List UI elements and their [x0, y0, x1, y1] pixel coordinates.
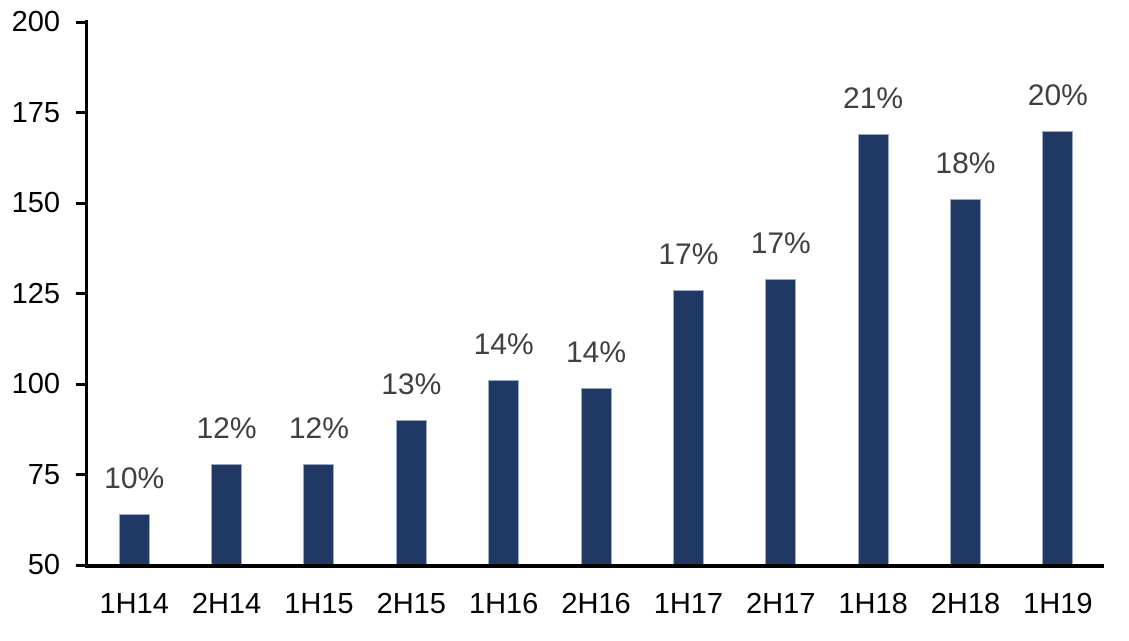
bar — [303, 463, 335, 567]
x-axis-category-label: 1H14 — [99, 588, 169, 620]
bar — [672, 289, 704, 567]
x-axis-category-label: 2H14 — [191, 588, 262, 620]
bar — [580, 387, 612, 567]
x-axis-category-label: 1H19 — [1023, 588, 1093, 620]
y-axis-line — [85, 20, 88, 567]
y-axis-tick-label: 125 — [11, 277, 60, 310]
y-axis-tick-label: 150 — [11, 187, 60, 219]
bar — [211, 463, 243, 567]
bar-value-label: 21% — [843, 82, 904, 116]
x-axis-category-label: 1H15 — [284, 588, 354, 620]
x-axis-category-label: 2H17 — [746, 588, 816, 620]
bar — [118, 514, 150, 567]
bar — [1042, 130, 1074, 567]
x-axis-category-label: 1H18 — [838, 588, 908, 620]
x-axis-category-label: 1H17 — [653, 588, 724, 620]
y-axis-tick-label: 200 — [11, 6, 60, 38]
y-axis-tick-label: 175 — [11, 96, 60, 129]
y-axis-tick-mark — [76, 563, 88, 567]
bar-value-label: 14% — [565, 335, 627, 369]
x-axis-category-label: 2H16 — [561, 588, 631, 620]
x-axis-category-label: 1H16 — [468, 588, 539, 620]
bar-value-label: 13% — [381, 368, 442, 402]
bar-value-label: 12% — [196, 411, 257, 445]
bar-value-label: 10% — [104, 462, 165, 496]
x-axis-category-label: 2H15 — [376, 588, 446, 620]
x-axis-line — [85, 564, 1104, 568]
y-axis-tick-mark — [76, 382, 88, 386]
y-axis-tick-label: 75 — [27, 458, 60, 491]
bar-value-label: 18% — [935, 147, 996, 181]
y-axis-tick-mark — [76, 111, 88, 114]
bar — [949, 199, 981, 567]
bar-value-label: 17% — [750, 227, 811, 261]
bar — [488, 380, 520, 567]
bar — [857, 134, 889, 567]
bar-value-label: 14% — [473, 328, 534, 362]
bar — [395, 420, 427, 567]
y-axis-tick-label: 100 — [11, 368, 60, 400]
y-axis-tick-mark — [76, 201, 88, 205]
bar-value-label: 17% — [658, 237, 719, 271]
y-axis-tick-mark — [76, 473, 88, 476]
bar-value-label: 20% — [1027, 78, 1088, 112]
y-axis-tick-mark — [76, 20, 88, 24]
bar-value-label: 12% — [288, 411, 349, 445]
x-axis-category-label: 2H18 — [930, 588, 1001, 620]
y-axis-tick-label: 50 — [27, 549, 60, 581]
bar — [765, 279, 797, 567]
y-axis-tick-mark — [76, 292, 88, 295]
